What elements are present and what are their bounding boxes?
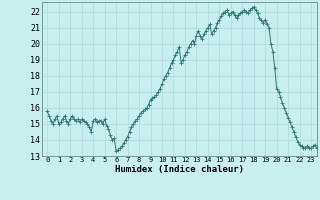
X-axis label: Humidex (Indice chaleur): Humidex (Indice chaleur) [115,165,244,174]
